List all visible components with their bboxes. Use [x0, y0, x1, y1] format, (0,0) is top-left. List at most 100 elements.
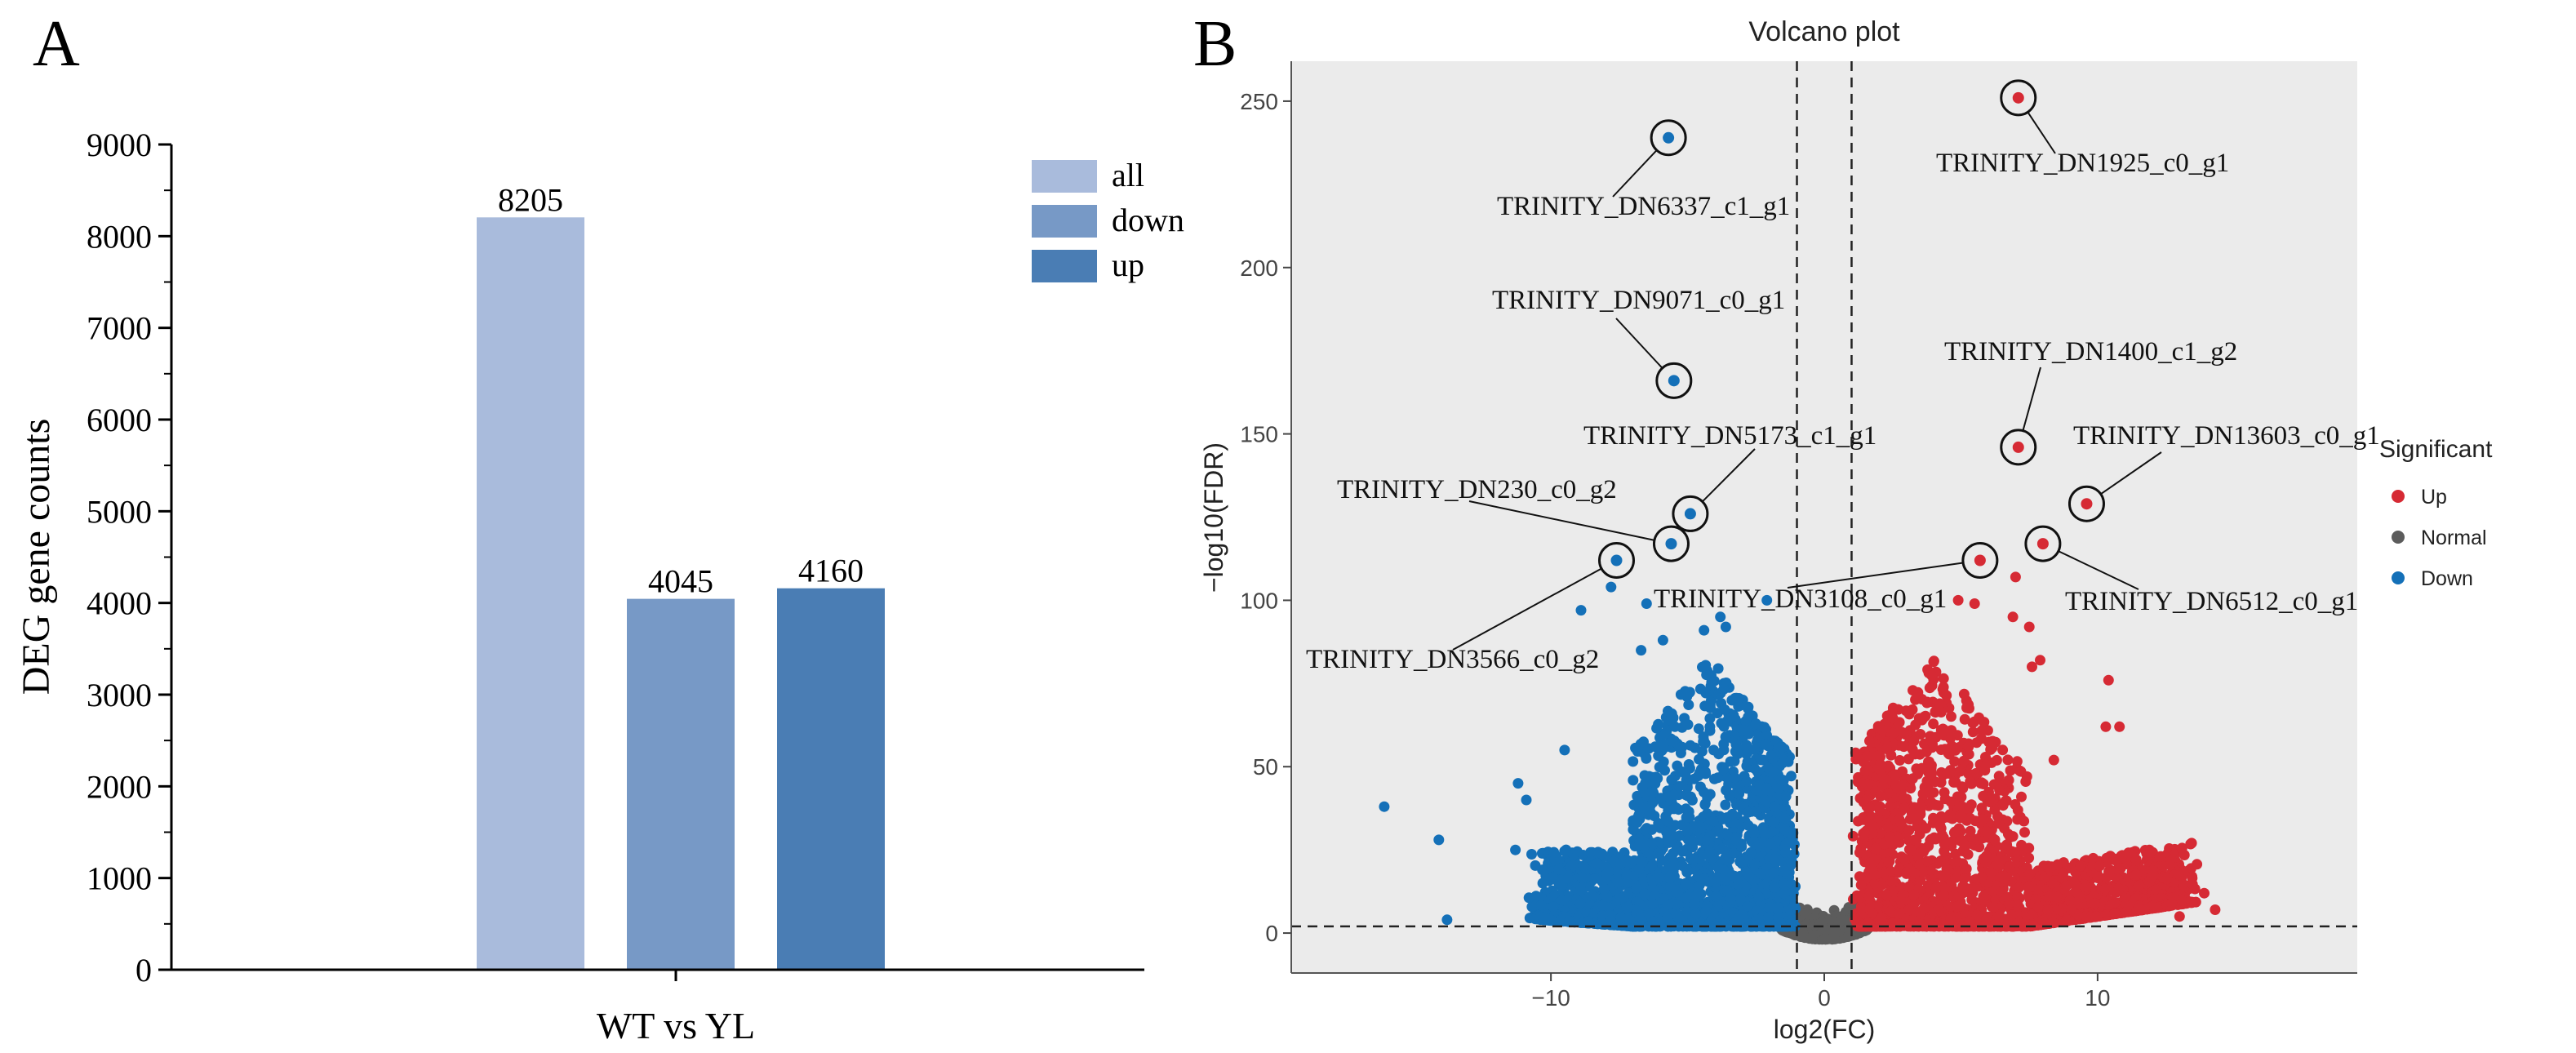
- point-down: [1650, 771, 1662, 783]
- point-down: [1730, 772, 1741, 784]
- point-down: [1631, 882, 1642, 894]
- point-down: [1749, 859, 1761, 870]
- point-down: [1575, 885, 1587, 896]
- point-down: [1670, 802, 1681, 813]
- legend-label-down: down: [1112, 202, 1184, 238]
- point-down: [1680, 878, 1691, 890]
- point-up: [1910, 694, 1921, 705]
- point-down: [1641, 823, 1652, 834]
- point-down: [1770, 801, 1781, 812]
- y-tick-label: 0: [135, 952, 152, 989]
- point-down: [1677, 722, 1688, 733]
- point-down: [1700, 768, 1712, 780]
- point-down: [1741, 775, 1752, 787]
- point-down: [1737, 724, 1748, 735]
- point-down: [1641, 752, 1652, 763]
- point-down: [1654, 872, 1664, 882]
- point-down: [1721, 812, 1732, 824]
- point-down: [1592, 858, 1603, 869]
- point-down: [1716, 718, 1727, 729]
- point-down: [1734, 893, 1746, 904]
- bar-down: [627, 598, 735, 970]
- point-down: [1663, 705, 1673, 717]
- point-down: [1586, 890, 1597, 901]
- point-down: [1578, 860, 1589, 872]
- point-down: [1753, 891, 1765, 903]
- point-down: [1742, 756, 1753, 767]
- point-down: [1700, 835, 1712, 846]
- bar-value-label: 4160: [798, 553, 864, 589]
- point-down: [1621, 869, 1632, 880]
- panel-letter-b: B: [1193, 8, 1237, 80]
- point-down: [1613, 878, 1623, 888]
- point-down: [1583, 916, 1594, 927]
- point-up: [1921, 697, 1933, 709]
- point-down: [1708, 744, 1719, 756]
- point-down: [1759, 794, 1770, 806]
- point-down: [1745, 846, 1757, 858]
- bar-up: [777, 588, 885, 970]
- point-up: [2005, 765, 2016, 776]
- point-down: [1779, 887, 1790, 899]
- point-down: [1693, 723, 1704, 735]
- point-down: [1675, 689, 1686, 700]
- point-down: [1704, 700, 1716, 710]
- point-down: [1588, 873, 1600, 885]
- point-down: [1759, 722, 1770, 733]
- point-down: [1639, 770, 1650, 781]
- point-down: [1708, 815, 1719, 827]
- point-down: [1548, 901, 1559, 913]
- point-down: [1698, 811, 1709, 823]
- panel-b: B Volcano plot TRINITY_DN1925_c0_g1TRINI…: [1193, 8, 2493, 1044]
- y-tick-label: 9000: [87, 127, 152, 163]
- point-down: [1666, 735, 1677, 747]
- point-down: [1780, 838, 1792, 850]
- y-tick-label: 2000: [87, 768, 152, 805]
- point-down: [1651, 722, 1663, 734]
- point-normal: [1836, 914, 1846, 926]
- y-tick-label: 7000: [87, 310, 152, 347]
- point-down: [1780, 791, 1792, 802]
- point-normal: [1799, 908, 1810, 919]
- point-down: [1681, 812, 1692, 823]
- point-down: [1777, 758, 1788, 769]
- point-down: [1597, 848, 1608, 860]
- legend-label-up: up: [1112, 247, 1144, 283]
- point-down: [1690, 909, 1702, 920]
- point-down: [1555, 875, 1566, 886]
- point-down: [1523, 892, 1534, 904]
- point-down: [1724, 790, 1735, 802]
- panel-letter-a: A: [33, 8, 80, 80]
- point-up: [1939, 787, 1950, 798]
- point-down: [1712, 772, 1724, 784]
- point-down: [1699, 799, 1711, 811]
- point-down: [1632, 746, 1643, 757]
- point-down: [1733, 878, 1744, 890]
- point-down: [1772, 904, 1783, 914]
- point-down: [1704, 713, 1716, 724]
- point-down: [1704, 846, 1716, 858]
- point-down: [1719, 704, 1730, 715]
- bar-value-label: 8205: [498, 181, 563, 218]
- bar-value-label: 4045: [648, 563, 713, 600]
- point-down: [1664, 873, 1676, 884]
- point-down: [1721, 885, 1733, 896]
- point-down: [1683, 700, 1694, 710]
- point-down: [1559, 846, 1570, 857]
- point-down: [1706, 677, 1717, 688]
- legend-swatch-down: [1032, 205, 1097, 238]
- point-down: [1647, 898, 1659, 909]
- point-down: [1769, 882, 1780, 893]
- point-down: [1633, 864, 1645, 875]
- point-up: [2192, 859, 2203, 870]
- point-up: [2020, 776, 2032, 787]
- point-down: [1637, 782, 1648, 793]
- panel-a: A DEG gene counts 0100020003000400050006…: [15, 8, 1184, 1046]
- point-down: [1743, 820, 1754, 831]
- point-down: [1763, 912, 1774, 923]
- point-down: [1703, 876, 1714, 887]
- point-down: [1662, 913, 1673, 924]
- x-axis: WT vs YL: [171, 968, 1144, 1046]
